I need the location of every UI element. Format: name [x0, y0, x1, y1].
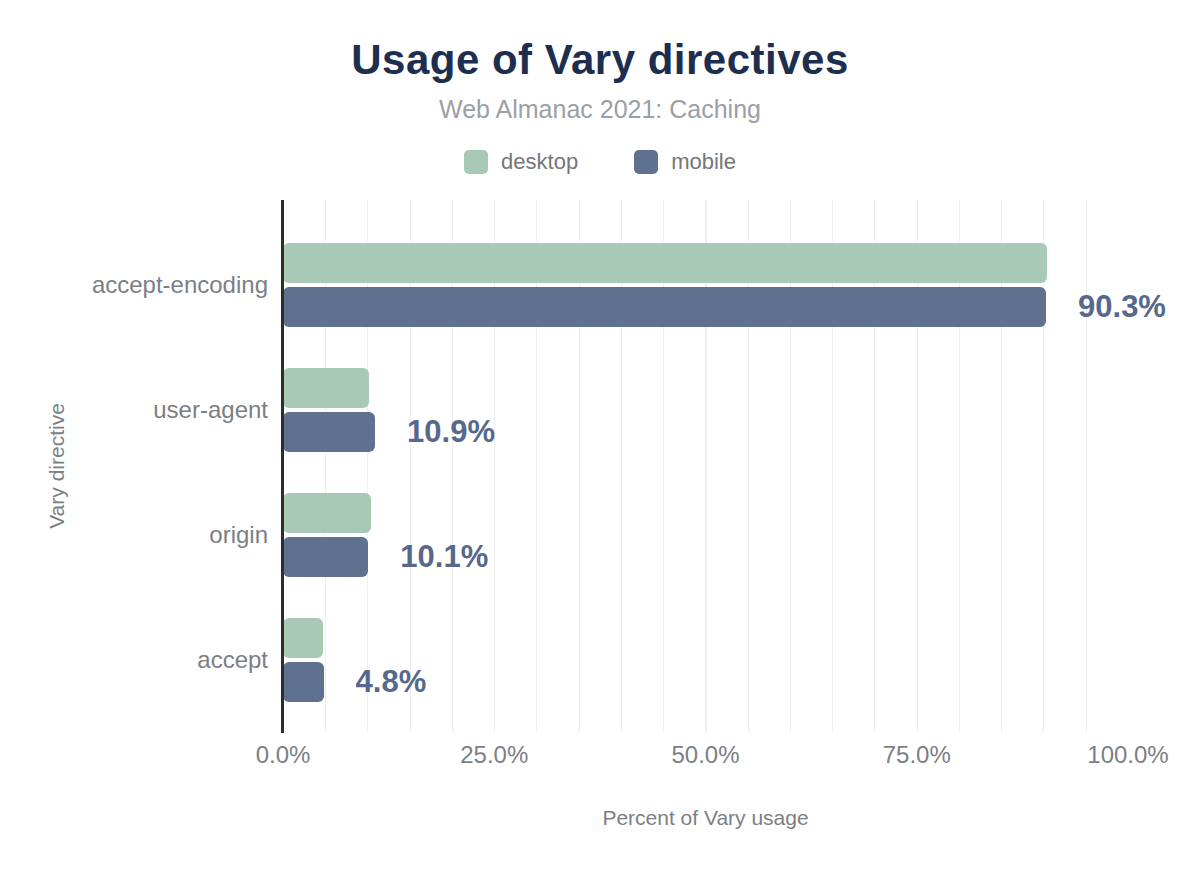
plot-area [283, 200, 1128, 733]
mobile-swatch-icon [634, 150, 658, 174]
bar-desktop-accept[interactable] [283, 618, 323, 658]
category-label-user-agent: user-agent [0, 398, 268, 422]
value-label-origin: 10.1% [400, 541, 488, 573]
value-label-accept: 4.8% [356, 666, 427, 698]
legend-label-mobile: mobile [671, 149, 736, 175]
bar-mobile-origin[interactable] [283, 537, 368, 577]
chart-subtitle: Web Almanac 2021: Caching [0, 95, 1200, 124]
bar-mobile-user-agent[interactable] [283, 412, 375, 452]
x-tick-label-100: 100.0% [1087, 741, 1168, 769]
chart-page: Usage of Vary directives Web Almanac 202… [0, 0, 1200, 872]
bar-desktop-origin[interactable] [283, 493, 371, 533]
category-label-origin: origin [0, 523, 268, 547]
y-axis-line [281, 200, 284, 733]
legend-item-mobile[interactable]: mobile [634, 149, 736, 175]
value-label-user-agent: 10.9% [407, 416, 495, 448]
y-axis-title: Vary directive [45, 403, 69, 529]
value-label-accept-encoding: 90.3% [1078, 291, 1166, 323]
bar-mobile-accept-encoding[interactable] [283, 287, 1046, 327]
category-label-accept-encoding: accept-encoding [0, 273, 268, 297]
legend-label-desktop: desktop [501, 149, 578, 175]
x-tick-label-50: 50.0% [671, 741, 739, 769]
bar-desktop-user-agent[interactable] [283, 368, 369, 408]
bar-mobile-accept[interactable] [283, 662, 324, 702]
bar-desktop-accept-encoding[interactable] [283, 243, 1047, 283]
x-tick-label-25: 25.0% [460, 741, 528, 769]
legend-item-desktop[interactable]: desktop [464, 149, 578, 175]
x-tick-label-0: 0.0% [256, 741, 311, 769]
category-label-accept: accept [0, 648, 268, 672]
legend: desktop mobile [0, 149, 1200, 175]
desktop-swatch-icon [464, 150, 488, 174]
x-tick-label-75: 75.0% [883, 741, 951, 769]
x-axis-title: Percent of Vary usage [283, 806, 1128, 830]
chart-title: Usage of Vary directives [0, 36, 1200, 84]
